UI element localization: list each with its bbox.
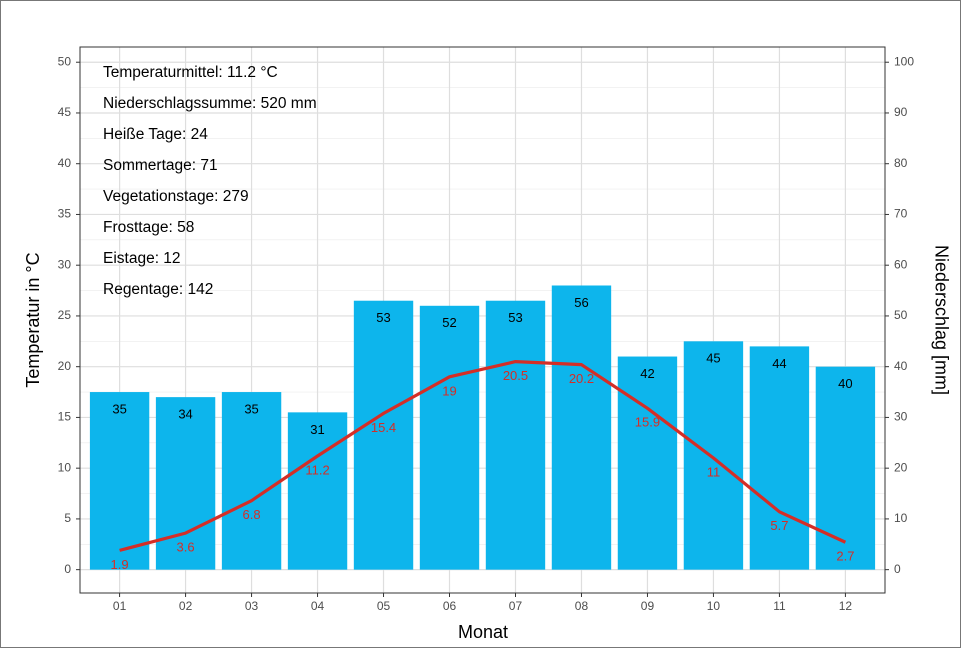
line-label: 1.9 [111, 557, 129, 572]
y-tick-label: 15 [58, 410, 72, 424]
bar [683, 341, 744, 570]
annotation: Vegetationstage: 279 [103, 188, 249, 205]
bar-label: 53 [376, 310, 390, 325]
line-label: 15.4 [371, 420, 396, 435]
bar [485, 300, 546, 570]
x-tick-label: 03 [245, 599, 259, 613]
line-label: 19 [442, 383, 456, 398]
bar-label: 45 [706, 351, 720, 366]
annotation: Eistage: 12 [103, 250, 181, 267]
x-tick-label: 04 [311, 599, 325, 613]
y2-tick-label: 70 [894, 207, 908, 221]
bar [617, 356, 678, 570]
line-label: 11 [707, 464, 721, 479]
bar-label: 35 [112, 401, 126, 416]
bar-label: 35 [244, 401, 258, 416]
y2-tick-label: 30 [894, 410, 908, 424]
y-tick-label: 40 [58, 156, 72, 170]
line-label: 15.9 [635, 415, 660, 430]
y-tick-label: 50 [58, 54, 72, 68]
bar-label: 40 [838, 376, 852, 391]
x-tick-label: 10 [707, 599, 721, 613]
y-tick-label: 20 [58, 359, 72, 373]
line-label: 3.6 [177, 540, 195, 555]
y2-tick-label: 50 [894, 308, 908, 322]
x-axis-title: Monat [458, 622, 508, 642]
y2-tick-label: 60 [894, 257, 908, 271]
line-label: 20.2 [569, 371, 594, 386]
line-label: 2.7 [836, 549, 854, 564]
bar-label: 44 [772, 356, 786, 371]
bar [155, 397, 216, 570]
y-tick-label: 30 [58, 257, 72, 271]
y2-tick-label: 10 [894, 511, 908, 525]
y2-tick-label: 90 [894, 105, 908, 119]
y2-tick-label: 100 [894, 54, 914, 68]
x-tick-label: 09 [641, 599, 655, 613]
line-label: 20.5 [503, 368, 528, 383]
y-tick-label: 5 [64, 511, 71, 525]
annotation: Sommertage: 71 [103, 157, 218, 174]
annotation: Heiße Tage: 24 [103, 126, 208, 143]
line [119, 360, 847, 552]
bar [551, 285, 612, 570]
y-axis-title: Temperatur in °C [23, 252, 43, 387]
x-tick-label: 01 [113, 599, 127, 613]
bar-label: 34 [178, 407, 192, 422]
annotation: Temperaturmittel: 11.2 °C [103, 64, 278, 81]
x-tick-label: 08 [575, 599, 589, 613]
x-tick-label: 07 [509, 599, 523, 613]
bar [221, 392, 282, 570]
line-label: 11.2 [305, 462, 329, 477]
x-tick-label: 02 [179, 599, 193, 613]
y2-tick-label: 0 [894, 562, 901, 576]
annotation: Niederschlagssumme: 520 mm [103, 95, 317, 112]
bar [89, 392, 150, 570]
y2-tick-label: 40 [894, 359, 908, 373]
y-tick-label: 0 [64, 562, 71, 576]
bar [749, 346, 810, 570]
bar-label: 42 [640, 366, 654, 381]
y-tick-label: 10 [58, 460, 72, 474]
x-tick-label: 11 [773, 599, 786, 613]
line-label: 5.7 [770, 518, 788, 533]
y2-axis-title: Niederschlag [mm] [931, 245, 951, 395]
bar-label: 52 [442, 315, 456, 330]
annotation: Regentage: 142 [103, 281, 213, 298]
y2-tick-label: 20 [894, 460, 908, 474]
y-tick-label: 35 [58, 207, 72, 221]
bar-label: 31 [310, 422, 324, 437]
bar [815, 366, 876, 570]
panel-border [79, 46, 886, 594]
annotation: Frosttage: 58 [103, 219, 194, 236]
line-label: 6.8 [243, 507, 261, 522]
y-tick-label: 45 [58, 105, 72, 119]
bar [353, 300, 414, 570]
bar [287, 412, 348, 570]
bar-label: 56 [574, 295, 588, 310]
y-tick-label: 25 [58, 308, 72, 322]
bar [419, 305, 480, 570]
bar-label: 53 [508, 310, 522, 325]
marks [89, 285, 876, 570]
x-tick-label: 12 [839, 599, 853, 613]
x-tick-label: 06 [443, 599, 457, 613]
x-tick-label: 05 [377, 599, 391, 613]
y2-tick-label: 80 [894, 156, 908, 170]
